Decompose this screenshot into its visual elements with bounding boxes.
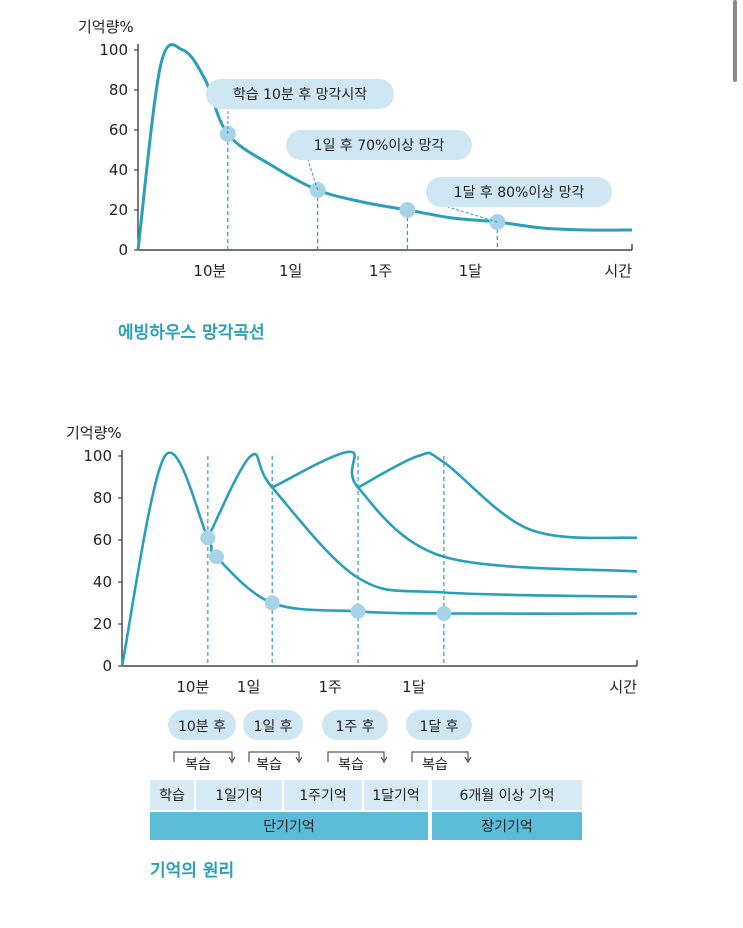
review-bracket: [411, 751, 469, 762]
review-timing-label: 10분 후: [178, 719, 226, 735]
data-point: [200, 530, 216, 546]
chart-caption: 에빙하우스 망각곡선: [118, 323, 265, 343]
review-timing-bubble: [406, 710, 472, 740]
review-bracket: [173, 751, 233, 762]
short-term-memory-label: 단기기억: [263, 819, 315, 835]
memory-stage-label: 학습: [159, 788, 185, 804]
review-action-label: 복습: [256, 757, 282, 773]
review-curve-line-1: [120, 451, 638, 667]
review-timing-bubble: [168, 710, 236, 740]
y-tick-label: 80: [93, 489, 112, 507]
y-tick-label: 60: [109, 121, 128, 139]
data-point: [436, 606, 452, 621]
memory-stage-cell: [150, 780, 194, 810]
y-tick-label: 100: [83, 447, 112, 465]
y-tick-label: 20: [109, 201, 128, 219]
memory-stage-cell: [364, 780, 428, 810]
review-curve-line-2: [206, 452, 638, 598]
review-action-label: 복습: [338, 757, 364, 773]
review-timing-bubble: [243, 710, 303, 740]
review-timing-label: 1주 후: [335, 719, 374, 735]
x-tick-label: 1일: [279, 262, 302, 280]
review-timing-label: 1일 후: [253, 719, 292, 735]
review-arrowhead: [464, 756, 472, 763]
annotation-bubble: [206, 79, 394, 109]
long-term-memory-label: 장기기억: [481, 819, 533, 835]
review-timing-bubble: [322, 710, 388, 740]
x-tick-label: 1일: [237, 678, 260, 696]
y-tick-label: 20: [93, 615, 112, 633]
y-tick-label: 0: [118, 241, 128, 259]
annotation-text: 학습 10분 후 망각시작: [233, 87, 367, 103]
memory-stage-cell: [284, 780, 362, 810]
annotation-bubble: [286, 130, 472, 160]
y-tick-label: 40: [93, 573, 112, 591]
memory-stage-label: 1달기억: [372, 788, 420, 804]
data-point: [208, 549, 224, 565]
y-tick-label: 0: [102, 657, 112, 675]
y-axis-label: 기억량%: [78, 18, 134, 36]
memory-stage-cell: [432, 780, 582, 810]
annotation-leader: [307, 159, 319, 191]
x-tick-label: 1주: [318, 678, 341, 696]
data-point: [399, 202, 416, 218]
annotation-leader: [447, 206, 498, 223]
review-bracket: [327, 751, 385, 762]
data-point: [264, 595, 280, 611]
memory-stage-label: 6개월 이상 기억: [459, 788, 554, 804]
memory-stage-label: 1주기억: [299, 788, 347, 804]
long-term-memory-bar: [432, 812, 582, 840]
scrollbar[interactable]: [733, 0, 737, 82]
memory-stage-label: 1일기억: [215, 788, 263, 804]
x-tick-label: 1달: [459, 262, 483, 280]
review-action-label: 복습: [185, 757, 211, 773]
y-tick-label: 40: [109, 161, 128, 179]
annotation-text: 1일 후 70%이상 망각: [314, 138, 445, 154]
annotation-bubble: [426, 177, 612, 207]
review-bracket: [248, 751, 300, 762]
review-arrowhead: [295, 756, 303, 763]
data-point: [350, 603, 366, 619]
x-axis-label: 시간: [604, 262, 632, 280]
x-tick-label: 10분: [193, 262, 226, 280]
review-curve-line-4: [357, 451, 638, 540]
memory-stage-cell: [196, 780, 282, 810]
chart-caption: 기억의 원리: [150, 861, 234, 881]
x-tick-label: 1주: [369, 262, 392, 280]
y-tick-label: 60: [93, 531, 112, 549]
review-action-label: 복습: [422, 757, 448, 773]
y-axis-label: 기억량%: [66, 424, 122, 442]
x-axis-label: 시간: [609, 678, 637, 696]
annotation-text: 1달 후 80%이상 망각: [454, 185, 585, 201]
review-arrowhead: [228, 756, 236, 763]
review-timing-label: 1달 후: [419, 719, 458, 735]
y-tick-label: 100: [99, 41, 128, 59]
review-arrowhead: [380, 756, 388, 763]
short-term-memory-bar: [150, 812, 428, 840]
x-tick-label: 10분: [176, 678, 209, 696]
y-tick-label: 80: [109, 81, 128, 99]
x-tick-label: 1달: [402, 678, 426, 696]
review-curve-line-3: [271, 450, 638, 573]
